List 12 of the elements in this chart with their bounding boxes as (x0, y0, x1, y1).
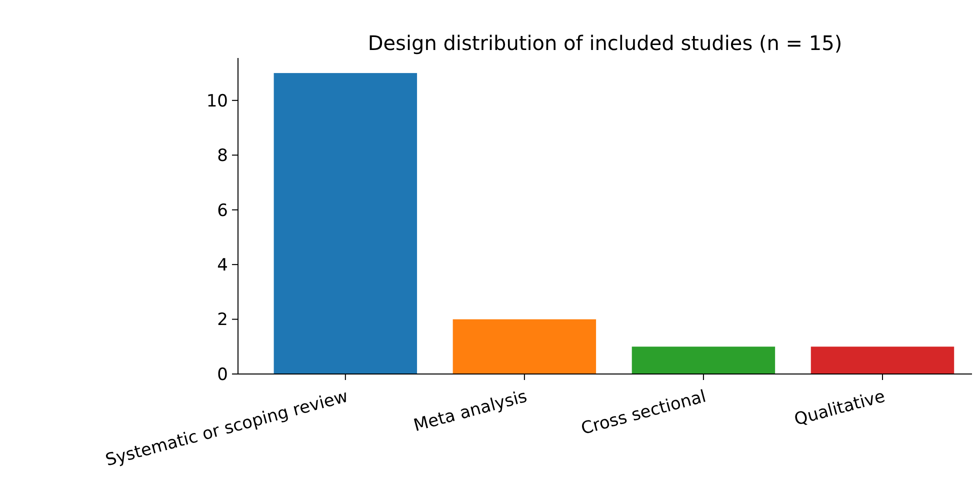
y-tick-label: 6 (217, 200, 228, 221)
y-tick-label: 2 (217, 310, 228, 330)
y-tick-label: 0 (217, 364, 228, 385)
y-tick-label: 10 (206, 91, 228, 112)
y-tick-label: 4 (217, 256, 228, 276)
bar (452, 319, 596, 374)
y-tick-label: 8 (217, 146, 228, 166)
chart-title: Design distribution of included studies (n = 15) (368, 31, 842, 55)
x-tick-label: Meta analysis (412, 386, 530, 436)
bar (810, 346, 954, 374)
bar (274, 73, 418, 374)
bar (632, 346, 776, 374)
